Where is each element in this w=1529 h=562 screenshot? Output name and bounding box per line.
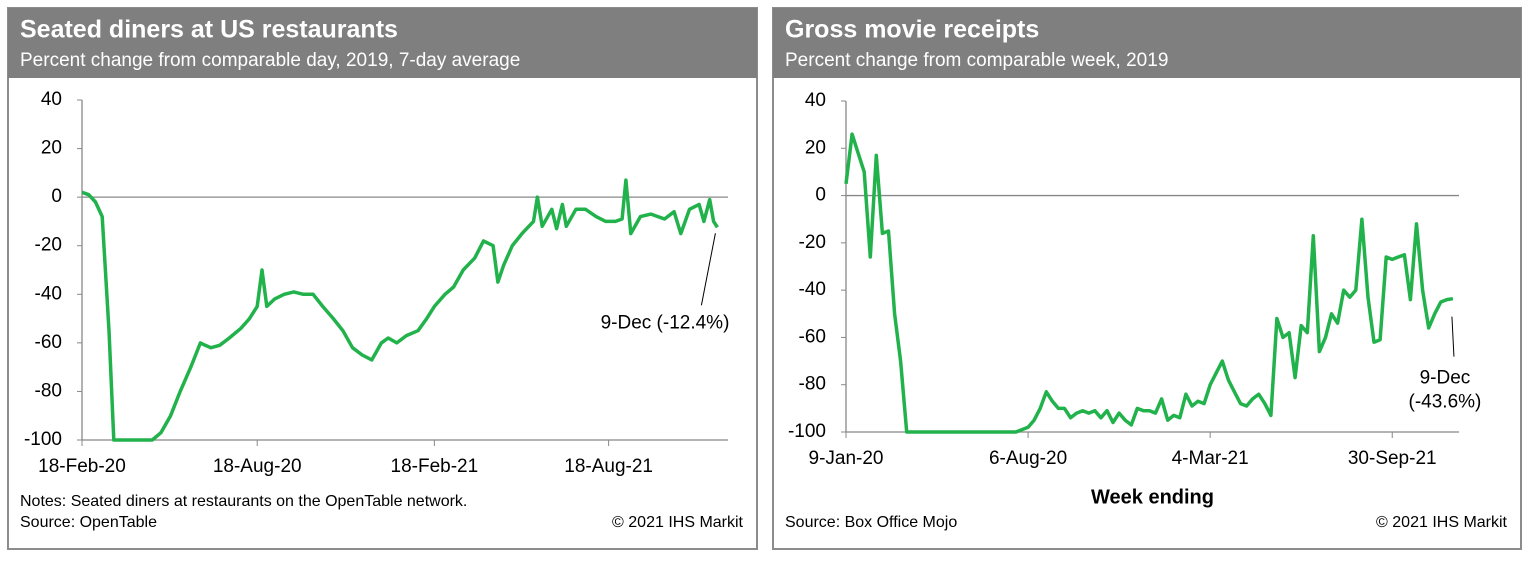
x-tick-label: 18-Feb-20 <box>38 456 126 477</box>
footnote: Notes: Seated diners at restaurants on t… <box>20 493 467 510</box>
panel-header <box>8 8 757 78</box>
x-tick-label: 18-Feb-21 <box>391 456 479 477</box>
y-tick-label: 20 <box>805 137 826 158</box>
y-tick-label: -20 <box>799 232 826 253</box>
annotation-leader <box>700 233 716 306</box>
annotation-leader <box>1451 316 1455 357</box>
panel-frame <box>772 7 1522 550</box>
y-tick-label: -40 <box>799 279 826 300</box>
annotation: (-43.6%) <box>1409 392 1482 413</box>
y-tick-label: 40 <box>805 90 826 111</box>
x-tick-label: 30-Sep-21 <box>1348 448 1437 469</box>
panel-header <box>773 8 1521 78</box>
y-tick-label: -80 <box>799 374 826 395</box>
y-tick-label: 20 <box>41 138 62 159</box>
chart-title: Seated diners at US restaurants <box>20 16 398 44</box>
x-tick-label: 9-Jan-20 <box>809 448 884 469</box>
x-tick-label: 18-Aug-20 <box>213 456 302 477</box>
data-line <box>81 178 719 442</box>
y-tick-label: -100 <box>788 421 826 442</box>
y-tick-label: -60 <box>35 332 62 353</box>
y-tick-label: -80 <box>35 380 62 401</box>
x-tick-label: 18-Aug-21 <box>564 456 653 477</box>
y-tick-label: -60 <box>799 326 826 347</box>
data-line <box>844 132 1454 434</box>
chart-subtitle: Percent change from comparable day, 2019… <box>20 50 520 71</box>
copyright: © 2021 IHS Markit <box>1376 514 1508 531</box>
x-tick-label: 6-Aug-20 <box>989 448 1067 469</box>
copyright: © 2021 IHS Markit <box>612 514 744 531</box>
annotation: 9-Dec (-12.4%) <box>601 312 730 333</box>
footnote: Source: Box Office Mojo <box>785 514 957 531</box>
chart-title: Gross movie receipts <box>785 16 1039 44</box>
x-tick-label: 4-Mar-21 <box>1172 448 1249 469</box>
annotation: 9-Dec <box>1420 368 1471 389</box>
panel-frame <box>7 7 758 550</box>
y-tick-label: -40 <box>35 283 62 304</box>
y-tick-label: 40 <box>41 89 62 110</box>
x-axis-title: Week ending <box>1091 486 1214 508</box>
y-tick-label: 0 <box>815 185 826 206</box>
chart-subtitle: Percent change from comparable week, 201… <box>785 50 1168 71</box>
footnote: Source: OpenTable <box>20 514 157 531</box>
y-tick-label: 0 <box>51 186 62 207</box>
y-tick-label: -20 <box>35 235 62 256</box>
y-tick-label: -100 <box>24 429 62 450</box>
